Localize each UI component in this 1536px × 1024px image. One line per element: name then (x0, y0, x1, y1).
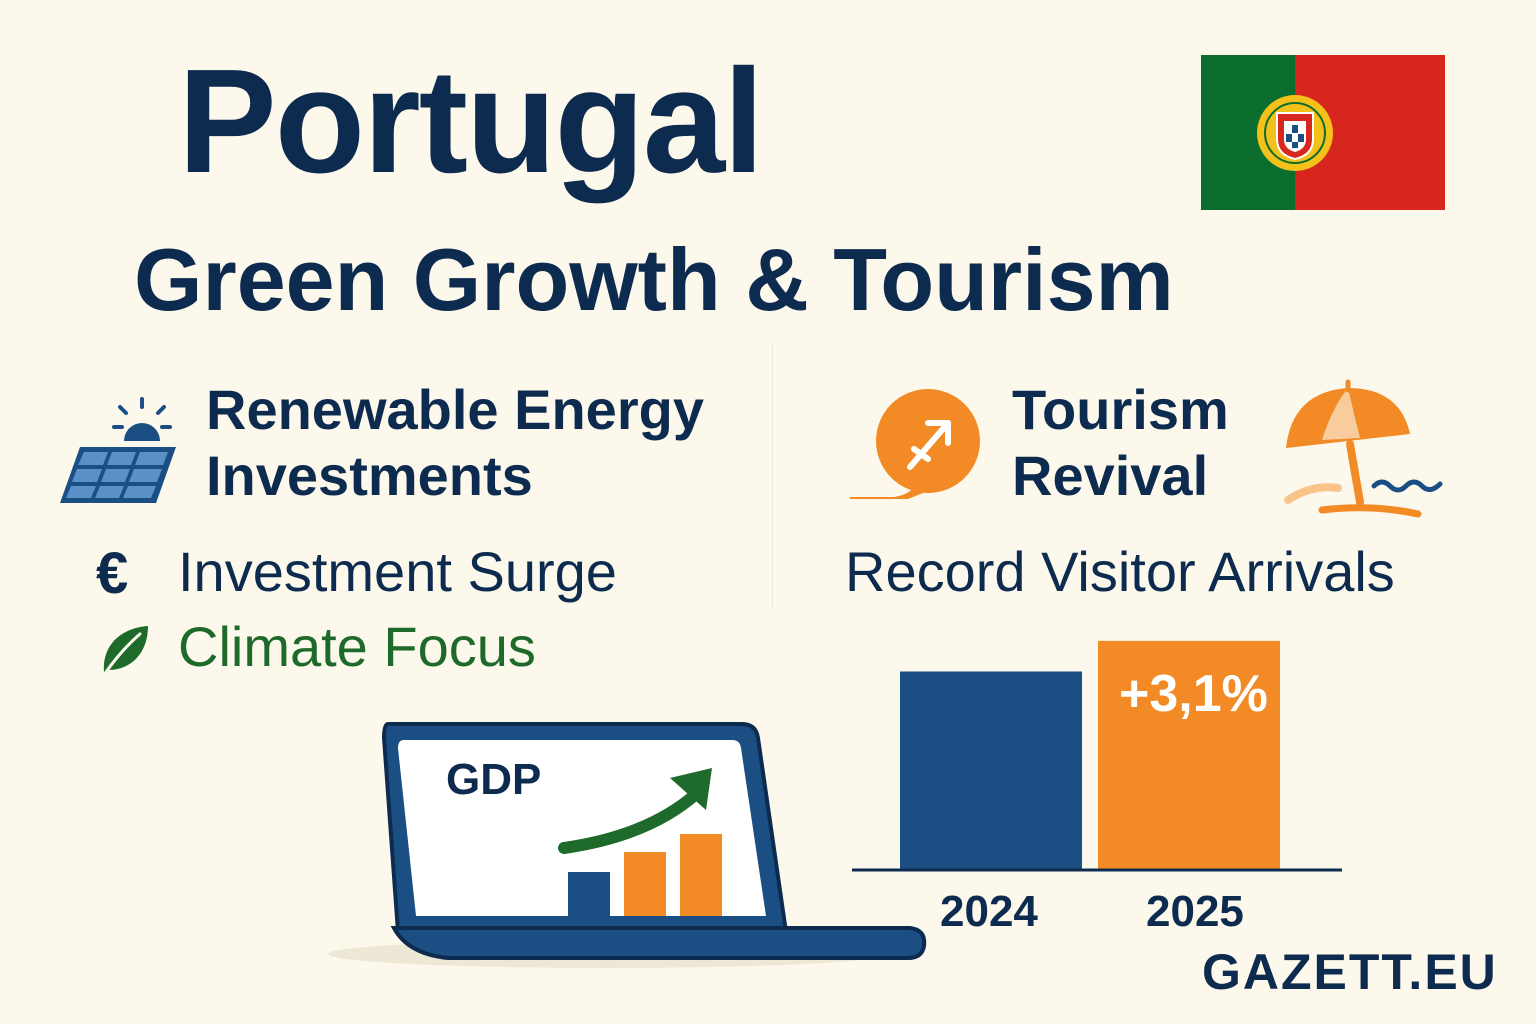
investment-surge-label: Investment Surge (178, 540, 617, 603)
solar-panel-icon (60, 397, 176, 503)
tourism-heading-line2: Revival (1012, 444, 1209, 507)
beach-umbrella-icon (1284, 379, 1443, 518)
tick-label-2025: 2025 (1146, 887, 1244, 936)
bar-2024 (900, 671, 1082, 869)
airplane-icon (850, 389, 980, 499)
section-divider (772, 345, 773, 610)
growth-data-label: +3,1% (1119, 665, 1268, 723)
visitor-bar-chart (852, 640, 1342, 872)
page-title: Portugal (178, 39, 764, 204)
tourism-heading-line1: Tourism (1012, 378, 1229, 441)
renewable-heading-line2: Investments (206, 444, 533, 507)
climate-focus-label: Climate Focus (178, 615, 536, 678)
bar-2025 (1098, 640, 1280, 869)
record-visitor-arrivals-label: Record Visitor Arrivals (845, 540, 1395, 603)
brand-logo: GAZETT.EU (1202, 944, 1498, 1000)
leaf-icon (103, 626, 148, 674)
page-subtitle: Green Growth & Tourism (134, 230, 1174, 329)
renewable-heading-line1: Renewable Energy (206, 378, 704, 441)
gdp-label: GDP (446, 755, 542, 804)
portugal-flag-icon (1201, 55, 1445, 210)
tick-label-2024: 2024 (940, 887, 1038, 936)
euro-icon: € (96, 541, 129, 606)
laptop-growth-chart-icon (328, 722, 927, 968)
